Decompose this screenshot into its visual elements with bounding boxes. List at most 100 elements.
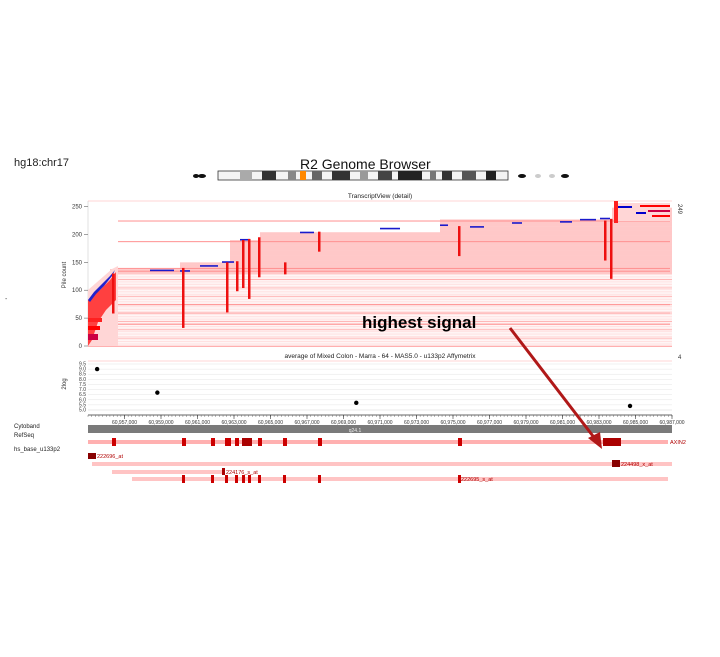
transcript-ytick-label: 150 [72,260,83,266]
x-tick-label: 60,969,000 [331,420,356,426]
probe-exon [235,475,238,483]
exon-stripe [284,262,287,275]
read-bar [440,222,672,225]
blue-read-marks [150,217,610,272]
probe-exon [225,475,228,483]
read-bar [230,246,672,249]
read-bar [180,269,672,271]
read-bar [109,275,673,277]
read-bar [103,294,672,296]
x-tick-label: 60,981,000 [550,420,575,426]
read-bar [91,335,673,337]
read-bar-strong [118,323,670,325]
probe-exon [283,475,286,483]
expr-ytick-label: 9.5 [79,362,86,368]
read-bar [230,242,672,244]
blue-read [560,221,572,223]
top-right-cluster [614,201,670,223]
transcript-y-axis: 0 50 100 150 200 250 [72,205,88,350]
x-tick-label: 60,959,000 [148,420,173,426]
read-bar [230,245,672,248]
read-bar [440,231,672,234]
read-bar [95,322,673,324]
read-bar [180,263,672,265]
read-bar [440,223,672,226]
expr-ytick-label: 5.5 [79,402,86,408]
read-bar-strong [118,267,670,269]
read-bar [107,282,673,284]
read-bar-strong [118,270,670,272]
expression-grid: 5.05.56.06.57.07.58.08.59.09.5 [79,362,672,414]
exon-stripe [112,273,115,314]
probe-exon [458,475,461,483]
read-bar [89,340,673,342]
blue-read [600,217,610,220]
read-bar [230,256,672,259]
read-bar [110,271,672,273]
probe-exon [211,475,214,483]
x-tick-label: 60,977,000 [477,420,502,426]
read-bar [103,295,672,297]
x-tick-label: 60,987,000 [659,420,684,426]
expression-point [627,403,633,409]
read-bar [180,265,672,268]
pile-lines [88,207,673,347]
x-tick-label: 60,967,000 [294,420,319,426]
read-bar [230,257,672,260]
read-bar [230,250,672,252]
read-bar [101,302,672,304]
exon-stripe [604,220,607,261]
read-bar [230,253,672,255]
read-bar [180,264,672,266]
blue-read [300,231,314,234]
read-bar [99,307,672,309]
read-bar [260,234,672,236]
read-bar [230,248,672,251]
blue-read [440,224,448,227]
blue-read [470,226,484,228]
transcript-y-label: Pile count [62,261,68,288]
read-bar [260,238,672,241]
read-bar [440,219,672,221]
left-edge-mark: - [5,296,8,303]
exon-stripe [258,237,261,278]
read-bar [89,342,672,344]
expr-ytick-label: 7.5 [79,382,86,388]
x-tick-label: 60,973,000 [404,420,429,426]
read-bar [440,229,672,231]
probe-exon [242,475,245,483]
blue-read [240,238,250,241]
read-bar [95,320,673,322]
read-bar [260,236,672,239]
left-coverage-wedge [88,266,118,346]
expression-point [94,366,100,372]
read-bar [92,332,673,334]
read-bar [440,224,672,227]
read-bar [97,315,673,317]
read-bar [230,254,672,256]
x-tick-label: 60,983,000 [586,420,611,426]
read-bar [90,337,673,339]
expr-ytick-label: 6.5 [79,392,86,398]
probe-exon [182,475,185,483]
read-bar [93,329,673,331]
read-bar [440,226,672,228]
expression-point [354,400,359,406]
probe-track-label: hs_base_u133p2 [14,447,61,453]
read-bar [91,334,673,336]
read-bar [230,255,672,258]
read-bar [260,235,672,237]
transcript-title: TranscriptView (detail) [348,193,412,200]
read-bar [230,252,672,254]
expression-title: average of Mixed Colon - Marra - 64 - MA… [285,353,477,360]
x-tick-label: 60,985,000 [623,420,648,426]
gene-name: AXIN2 [670,440,686,446]
read-bar [108,277,673,279]
expr-ytick-label: 7.0 [79,387,86,393]
exon-stripe [182,267,185,328]
read-bar [230,262,672,264]
expression-point [155,390,160,395]
probe-exons [182,475,461,483]
expression-right-label: 4 [678,355,682,361]
